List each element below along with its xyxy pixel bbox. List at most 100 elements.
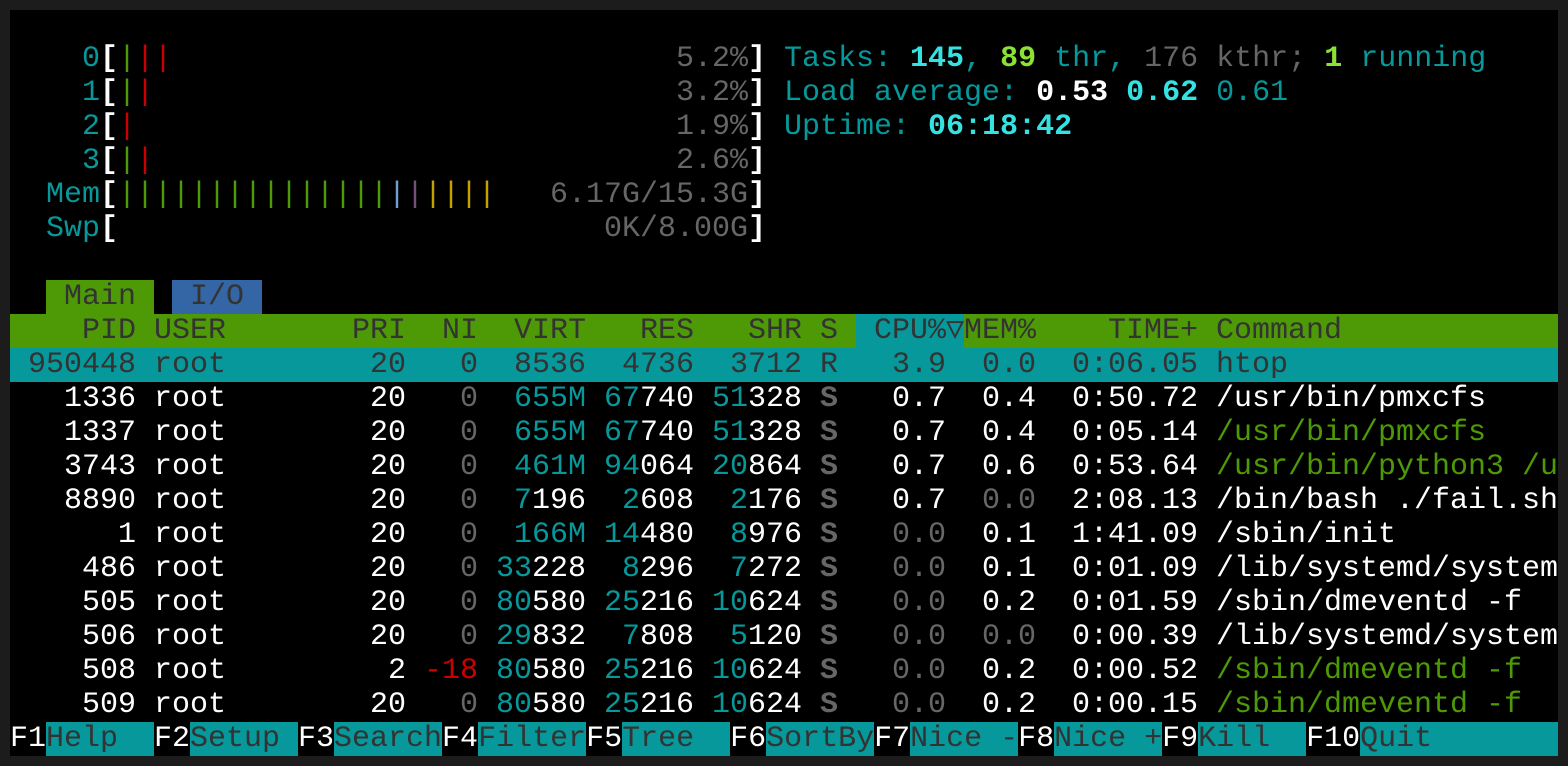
tab-io[interactable]: I/O [172,280,262,314]
meter-bar-segment: | [136,178,155,212]
process-row[interactable]: 3743 root 20 0 461M 94064 20864 S 0.7 0.6 0:53.64/… [10,450,1558,484]
function-label-nice[interactable]: Nice - [910,722,1019,756]
cell-cpu: 0.0 [891,620,946,654]
threads-count: 89 [1000,42,1037,76]
cell-virt: 655M [10,416,586,450]
cell-res: 25216 [10,654,694,688]
function-label-setup[interactable]: Setup [190,722,299,756]
cell-value-high: 10 [711,688,748,722]
column-header: PID USER PRI NI VIRT RES SHR S CPU% MEM% TIME+ Comm… [10,314,1558,348]
process-row[interactable]: 1337 root 20 0 655M 67740 51328 S 0.7 0.4 0:05.14/… [10,416,1558,450]
function-key-f9[interactable]: F9 [1162,722,1199,756]
cell-s: S [820,382,839,416]
process-row[interactable]: 509 root 20 0 80580 25216 10624 S 0.0 0.2 0:00.15/… [10,688,1558,722]
load-label: Load average: [784,76,1019,110]
column-header-mem[interactable]: MEM% [963,314,1036,348]
cell-value-high: 51 [711,382,748,416]
cell-value-high: 2 [729,484,748,518]
column-header-virt[interactable]: VIRT [513,314,586,348]
function-label-quit[interactable]: Quit [1360,722,1558,756]
column-header-time[interactable]: TIME+ [1107,314,1198,348]
cell-pri: 20 [369,688,406,722]
function-key-f1[interactable]: F1 [10,722,47,756]
cell-ni: 0 [459,484,478,518]
cell-res: 67740 [10,382,694,416]
meter-bar-segment: | [406,178,425,212]
cell-mem: 0.4 [981,382,1036,416]
cell-virt: 8536 [513,348,586,382]
process-row[interactable]: 506 root 20 0 29832 7808 5120 S 0.0 0.0 0:00.39/li… [10,620,1558,654]
function-key-f10[interactable]: F10 [1306,722,1361,756]
meter-label: Mem [45,178,100,212]
cell-s: S [820,450,839,484]
uptime-value: 06:18:42 [928,110,1073,144]
cell-res: 2608 [10,484,694,518]
meter-label: 1 [81,76,100,110]
cell-cpu: 0.0 [891,586,946,620]
function-key-f7[interactable]: F7 [874,722,911,756]
column-header-user[interactable]: USER [154,314,227,348]
cell-value-high: 33 [495,552,532,586]
cell-pri: 20 [369,416,406,450]
meter-close-bracket: ] [748,178,767,212]
function-label-nice[interactable]: Nice + [1054,722,1163,756]
cell-pri: 20 [369,620,406,654]
function-label-sortby[interactable]: SortBy [766,722,875,756]
function-key-f4[interactable]: F4 [442,722,479,756]
cell-ni: 0 [459,688,478,722]
column-header-pri[interactable]: PRI [351,314,406,348]
process-row[interactable]: 505 root 20 0 80580 25216 10624 S 0.0 0.2 0:01.59/… [10,586,1558,620]
column-header-pid[interactable]: PID [81,314,136,348]
function-key-f3[interactable]: F3 [298,722,335,756]
meter-bar-segment: | [262,178,281,212]
meter-bar-segment: | [136,42,155,76]
meter-label: 0 [81,42,100,76]
function-label-help[interactable]: Help [46,722,155,756]
function-key-f8[interactable]: F8 [1018,722,1055,756]
column-header-cpu[interactable]: CPU% [873,314,946,348]
function-label-filter[interactable]: Filter [478,722,587,756]
meter-bar-segment: | [172,178,191,212]
column-header-s[interactable]: S [820,314,839,348]
process-row[interactable]: 1 root 20 0 166M 14480 8976 S 0.0 0.1 1:41.09/sbin… [10,518,1558,552]
cell-virt: 29832 [10,620,586,654]
column-header-res[interactable]: RES [639,314,694,348]
column-header-shr[interactable]: SHR [747,314,802,348]
tasks-label: Tasks: [784,42,893,76]
process-row[interactable]: 8890 root 20 0 7196 2608 2176 S 0.7 0.0 2:08.13/bi… [10,484,1558,518]
cell-pri: 20 [369,348,406,382]
cell-shr: 5120 [10,620,802,654]
column-header-command[interactable]: Command [1216,314,1343,348]
cell-value-high: 94 [603,450,640,484]
load-5: 0.62 [1126,76,1199,110]
cell-value-low: 216 [639,688,694,722]
function-label-tree[interactable]: Tree [622,722,731,756]
cell-shr: 7272 [10,552,802,586]
function-key-f5[interactable]: F5 [586,722,623,756]
process-row[interactable]: 486 root 20 0 33228 8296 7272 S 0.0 0.1 0:01.09/li… [10,552,1558,586]
meter-close-bracket: ] [748,110,767,144]
cell-shr: 3712 [729,348,802,382]
process-row[interactable]: 950448 root 20 0 8536 4736 3712 R 3.9 0.0 0:06.05 h… [10,348,1558,382]
function-key-f6[interactable]: F6 [730,722,767,756]
column-header-ni[interactable]: NI [441,314,478,348]
cell-time: 0:00.15 [1071,688,1198,722]
cell-ni: 0 [459,586,478,620]
cell-value-low: 272 [747,552,802,586]
function-label-search[interactable]: Search [334,722,443,756]
swap-meter: Swp[0K/8.00G] [10,212,1558,246]
cell-value-low: 976 [747,518,802,552]
process-row[interactable]: 1336 root 20 0 655M 67740 51328 S 0.7 0.4 0:50.72/… [10,382,1558,416]
function-label-kill[interactable]: Kill [1198,722,1307,756]
tasks-line: Tasks: 145, 89 thr, 176 kthr; 1 running [784,42,1487,76]
cell-pid: 1337 [63,416,136,450]
cell-value-low: 176 [747,484,802,518]
process-row[interactable]: 508 root 2 -18 80580 25216 10624 S 0.0 0.2 0:00.52… [10,654,1558,688]
tab-main[interactable]: Main [46,280,154,314]
function-key-f2[interactable]: F2 [154,722,191,756]
cell-value-high: 25 [603,654,640,688]
sort-descending-icon[interactable]: ▽ [946,314,965,348]
uptime-label: Uptime: [784,110,911,144]
cpu-0-meter: 0[| | | 5.2%] [10,42,1558,76]
cell-value-low: 296 [639,552,694,586]
